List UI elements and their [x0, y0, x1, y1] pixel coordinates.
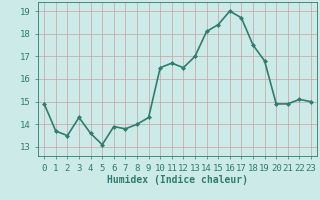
X-axis label: Humidex (Indice chaleur): Humidex (Indice chaleur) — [107, 175, 248, 185]
